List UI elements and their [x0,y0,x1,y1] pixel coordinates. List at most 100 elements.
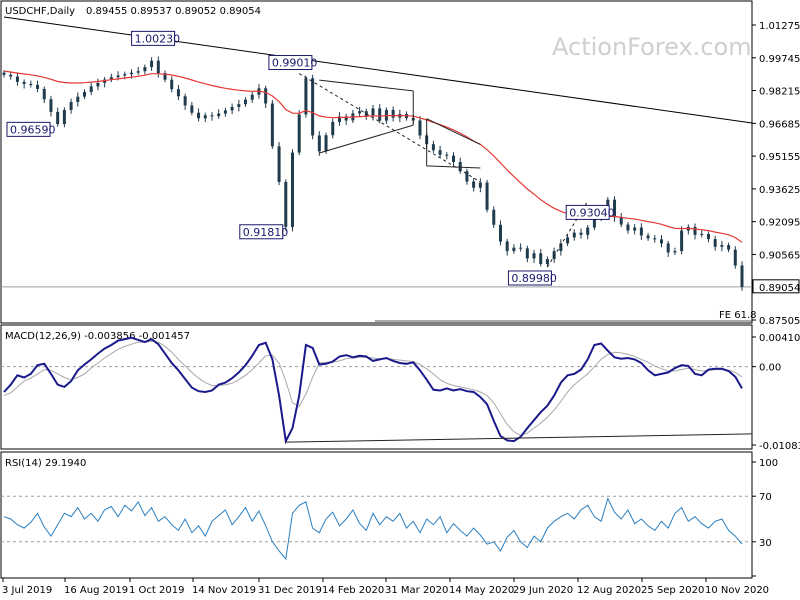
x-tick-label: 29 Jun 2020 [513,585,573,596]
annotation-box [239,224,284,240]
candle [230,103,234,115]
candle [103,76,107,88]
candle-body [29,84,33,86]
candle [22,79,26,89]
price-tick-label: 0.92095 [759,218,800,229]
candle [29,80,33,88]
annotation-box [268,55,313,71]
candle [498,220,502,246]
candle-body [498,224,502,242]
candle [223,107,227,117]
price-tick-label: 0.99745 [759,54,800,65]
candle [143,64,147,75]
annotation-0.91810: 0.91810 [239,224,288,240]
candle-body [626,224,630,231]
candle-body [76,96,80,103]
candle-body [237,104,241,107]
annotation-text: 0.96590 [10,123,56,136]
candle [727,242,731,253]
candle [740,261,744,291]
price-panel-frame [0,0,753,324]
candle [633,224,637,235]
candle-body [552,251,556,260]
candle [36,80,40,93]
candle [49,95,53,117]
candle [653,234,657,243]
candle [163,70,167,83]
candle [539,248,543,267]
candle [62,107,66,128]
candle [418,116,422,140]
candle-body [653,238,657,240]
macd-tick-label: 0.00 [759,363,781,374]
candle-body [680,230,684,252]
candle [478,178,482,193]
candle-body [250,94,254,100]
candle [391,106,395,122]
annotation-text: 0.91810 [243,226,288,239]
candle [673,247,677,255]
x-tick-label: 31 Dec 2019 [258,585,322,596]
axis-labels: 1.01275 0.99745 0.98215 0.96685 0.95155 0.936… [2,21,800,596]
candle-body [163,73,167,80]
candle-body [2,72,6,75]
candle-body [559,243,563,252]
candle-body [492,209,496,225]
candle [492,206,496,228]
annotation-text: 0.99010 [272,57,318,70]
candle-body [458,162,462,172]
candle-body [378,108,382,121]
price-tick-label: 0.89054 [759,283,800,294]
candle-body [22,81,26,85]
price-tick-label: 0.95155 [759,152,800,163]
candle-body [170,79,174,90]
candle-body [62,109,66,125]
candle-body [277,146,281,182]
candle-body [290,152,294,227]
candle-body [136,71,140,73]
candle-body [56,111,60,125]
flag-lower [426,165,481,169]
annotation-0.99010: 0.99010 [268,55,318,71]
candle-body [438,150,442,155]
candle-body [706,233,710,240]
x-tick-label: 14 May 2020 [449,585,514,596]
macd-trendline [285,433,753,443]
macd-tick-label: 0.004101 [759,333,800,344]
annotation-0.93040: 0.93040 [565,204,615,220]
candle [324,132,328,154]
candle-body [465,171,469,182]
candle-body [720,245,724,247]
candle-body [223,110,227,114]
candle [378,104,382,124]
candle-body [371,108,375,116]
flag-upper [426,118,481,145]
rsi-tick-label: 100 [759,458,778,469]
candle-body [566,237,570,244]
macd-line [3,336,743,445]
candle [217,109,221,119]
x-tick-label: 12 Aug 2020 [577,585,641,596]
x-tick-label: 10 Nov 2020 [705,585,769,596]
candle-body [452,155,456,163]
candle-body [619,217,623,225]
candle-body [391,109,395,118]
candle-body [344,116,348,121]
candle [284,179,288,231]
candle [519,243,523,252]
candle [89,82,93,96]
watermark: ActionForex.com [552,33,752,61]
candle [465,168,469,185]
symbol-label: USDCHF,Daily [5,6,75,17]
annotation-0.89980: 0.89980 [507,270,557,286]
candle [270,100,274,149]
fe-label: FE 61.8 [719,310,757,321]
candle-body [150,60,154,68]
macd-panel-frame [0,324,753,450]
candle-body [693,226,697,235]
candle-body [109,77,113,80]
candle [693,223,697,240]
candle [183,93,187,110]
candle-body [183,96,187,106]
